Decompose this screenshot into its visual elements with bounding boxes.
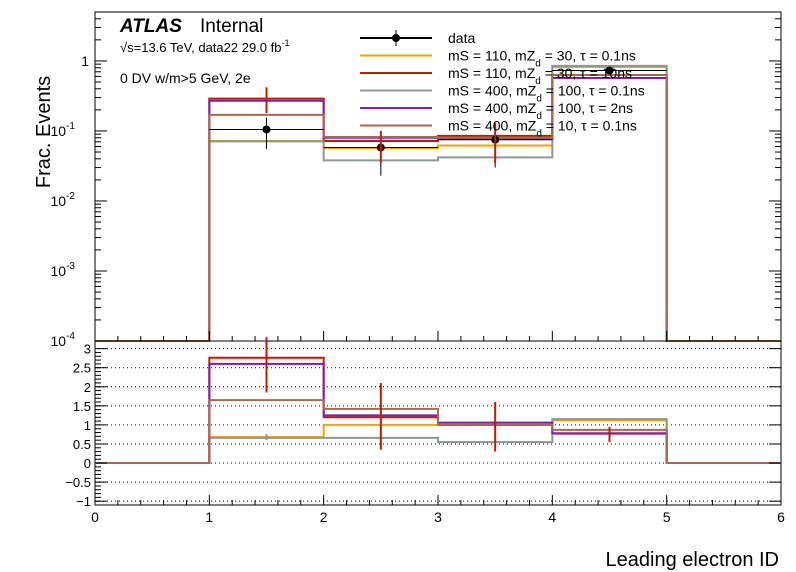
y-tick-label: 3 [84, 342, 91, 357]
top-panel-frame [94, 11, 782, 342]
y-tick-label: 0 [84, 456, 91, 471]
selection-label: 0 DV w/m>5 GeV, 2e [120, 70, 251, 86]
y-tick-label: 2 [84, 380, 91, 395]
data-point [605, 66, 614, 75]
y-tick-label: 1 [81, 53, 89, 69]
x-tick-label: 0 [91, 509, 99, 525]
top-series-line [95, 77, 781, 342]
ratio-series-line [95, 399, 781, 465]
x-axis-title: Leading electron ID [606, 549, 779, 571]
y-tick-label: 10-4 [51, 331, 76, 349]
x-tick-label: 5 [663, 509, 671, 525]
y-tick-label: 1 [84, 418, 91, 433]
x-tick-label: 3 [434, 509, 442, 525]
legend-label: data [448, 30, 475, 46]
x-tick-label: 2 [320, 509, 328, 525]
legend-marker [392, 34, 400, 42]
top-series-line [95, 65, 781, 342]
x-tick-label: 4 [548, 509, 556, 525]
y-tick-label: 2.5 [73, 361, 91, 376]
top-series-line [95, 73, 781, 342]
y-tick-label: 0.5 [73, 437, 91, 452]
internal-label: Internal [200, 16, 263, 37]
top-series-line [95, 64, 781, 342]
x-tick-label: 6 [777, 509, 785, 525]
atlas-label: ATLAS [119, 16, 182, 37]
energy-label: √s=13.6 TeV, data22 29.0 fb-1 [120, 38, 289, 55]
y-tick-label: 1.5 [73, 399, 91, 414]
y-tick-label: −0.5 [65, 475, 91, 490]
y-axis-title: Frac. Events [33, 76, 55, 188]
top-series-line [95, 77, 781, 342]
y-tick-label: −1 [76, 494, 91, 509]
data-point [262, 125, 271, 134]
x-tick-label: 1 [205, 509, 213, 525]
y-tick-label: 10-2 [51, 191, 76, 209]
y-tick-label: 10-3 [51, 261, 76, 279]
